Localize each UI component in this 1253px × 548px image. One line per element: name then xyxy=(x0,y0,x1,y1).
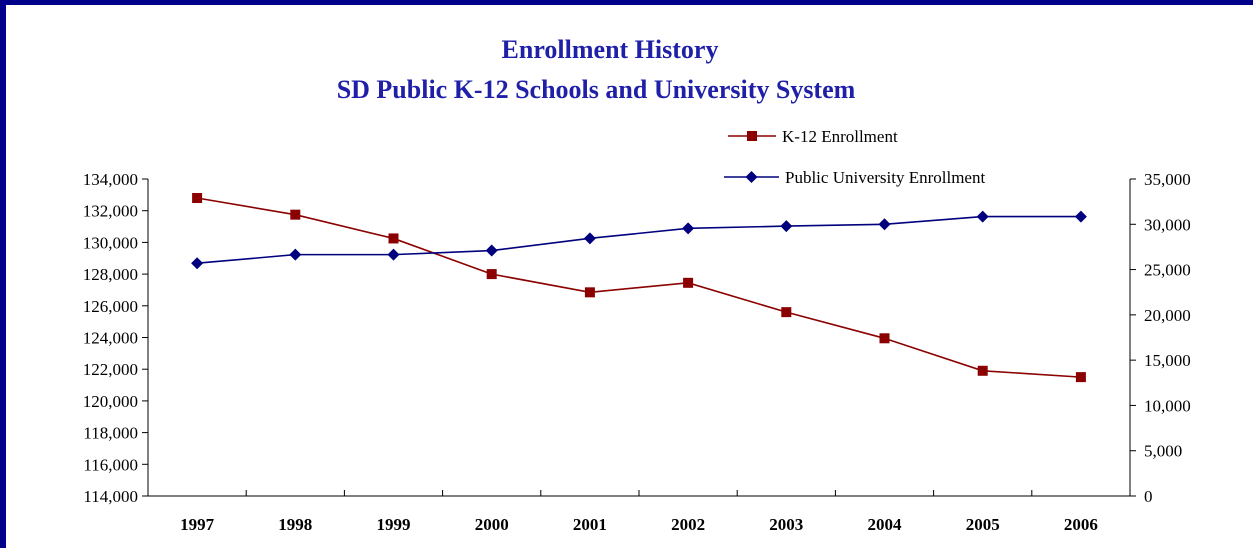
series-1-point xyxy=(290,209,301,220)
y-right-tick-label: 20,000 xyxy=(1144,306,1191,325)
x-tick-label: 2003 xyxy=(769,515,803,534)
y-left-tick-label: 126,000 xyxy=(83,297,138,316)
x-tick-label: 2000 xyxy=(475,515,509,534)
series-2-point xyxy=(583,232,596,245)
x-tick-label: 1997 xyxy=(180,515,215,534)
y-left-tick-label: 114,000 xyxy=(83,487,138,506)
y-right-tick-label: 10,000 xyxy=(1144,396,1191,415)
y-left-tick-label: 134,000 xyxy=(83,170,138,189)
chart-axes: 114,000 116,000 118,000 120,000 122,000 124,0… xyxy=(83,170,1191,534)
chart-subtitle: SD Public K-12 Schools and University Sy… xyxy=(337,75,856,104)
y-right-tick-label: 30,000 xyxy=(1144,215,1191,234)
series-2-point xyxy=(191,257,204,270)
series-layer xyxy=(191,193,1087,383)
x-tick-label: 2001 xyxy=(573,515,607,534)
y-left-tick-label: 116,000 xyxy=(83,455,138,474)
chart-legend: K-12 Enrollment Public University Enrollm… xyxy=(724,127,985,187)
x-tick-label: 2006 xyxy=(1064,515,1098,534)
series-1-point xyxy=(388,233,399,244)
x-tick-label: 2005 xyxy=(966,515,1000,534)
series-line-2 xyxy=(197,215,1081,265)
y-left-tick-label: 132,000 xyxy=(83,202,138,221)
series-2-point xyxy=(387,248,400,261)
series-2-point xyxy=(1074,210,1087,223)
y-left-tick-label: 128,000 xyxy=(83,265,138,284)
x-tick-label: 2004 xyxy=(868,515,903,534)
series-1-point xyxy=(977,365,988,376)
x-tick-label: 2002 xyxy=(671,515,705,534)
series-1-point xyxy=(683,277,694,288)
series-2-point xyxy=(878,218,891,231)
y-right-tick-label: 0 xyxy=(1144,487,1153,506)
y-right-tick-label: 25,000 xyxy=(1144,261,1191,280)
series-2-point xyxy=(682,222,695,235)
y-left-tick-label: 130,000 xyxy=(83,233,138,252)
x-tick-label: 1999 xyxy=(377,515,411,534)
y-right-tick-label: 5,000 xyxy=(1144,442,1182,461)
y-left-tick-label: 124,000 xyxy=(83,329,138,348)
series-1-point xyxy=(879,333,890,344)
chart-title: Enrollment History xyxy=(502,35,719,64)
series-1-point xyxy=(1075,372,1086,383)
series-2-point xyxy=(485,244,498,257)
series-line-1 xyxy=(196,197,1081,378)
y-left-tick-label: 120,000 xyxy=(83,392,138,411)
y-right-tick-label: 35,000 xyxy=(1144,170,1191,189)
series-1-point xyxy=(486,269,497,280)
series-1-point xyxy=(781,307,792,318)
x-tick-label: 1998 xyxy=(278,515,312,534)
series-2-point xyxy=(289,248,302,261)
legend-label-1: K-12 Enrollment xyxy=(782,127,898,146)
series-1-point xyxy=(192,193,203,204)
legend-marker-1 xyxy=(747,131,757,141)
series-2-point xyxy=(780,220,793,233)
y-left-tick-label: 118,000 xyxy=(83,424,138,443)
series-2-point xyxy=(976,210,989,223)
series-1-point xyxy=(584,287,595,298)
y-left-tick-label: 122,000 xyxy=(83,360,138,379)
y-right-tick-label: 15,000 xyxy=(1144,351,1191,370)
legend-label-2: Public University Enrollment xyxy=(785,168,985,187)
legend-marker-2 xyxy=(745,171,758,183)
